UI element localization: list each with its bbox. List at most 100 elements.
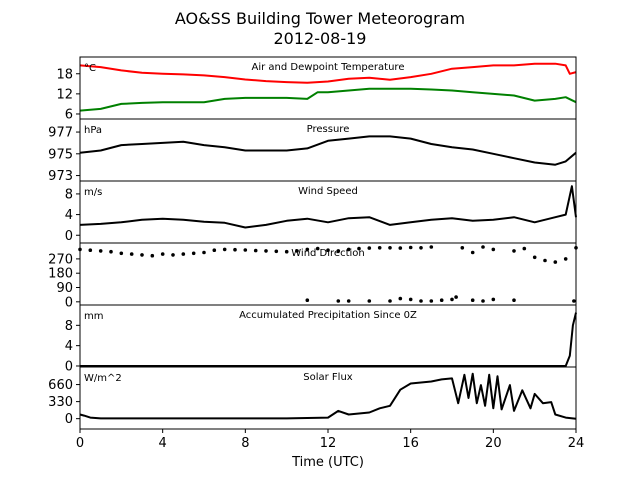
panel-1: 973 975 977 hPa Pressure — [48, 118, 577, 184]
panel-unit-label: hPa — [84, 125, 102, 136]
wind-direction-point — [429, 299, 434, 303]
wind-direction-point — [408, 297, 413, 302]
wind-direction-point — [481, 245, 485, 249]
y-tick-label: 0 — [65, 412, 73, 427]
y-tick-label: 0 — [65, 229, 73, 244]
wind-direction-point — [512, 298, 516, 303]
wind-direction-point — [439, 298, 444, 303]
panel-unit-label: mm — [84, 311, 103, 322]
x-tick-label: 24 — [568, 436, 585, 451]
wind-direction-point — [253, 248, 258, 253]
y-tick-label: 973 — [48, 169, 73, 184]
panel-0-series-line-0 — [79, 62, 577, 84]
y-tick-label: 8 — [65, 319, 73, 334]
wind-direction-point — [202, 250, 206, 255]
wind-direction-point — [572, 299, 576, 303]
wind-direction-point — [140, 253, 144, 257]
panel-unit-label: W/m^2 — [84, 373, 122, 384]
x-axis-label: Time (UTC) — [291, 455, 364, 470]
panel-4: 0 4 8 mm Accumulated Precipitation Since 0Z — [65, 304, 577, 374]
wind-direction-point — [408, 245, 413, 250]
x-tick-label: 12 — [320, 436, 337, 451]
y-tick-label: 330 — [48, 395, 73, 410]
wind-direction-point — [388, 246, 392, 250]
wind-direction-point — [512, 249, 516, 253]
panel-unit-label: m/s — [84, 187, 102, 198]
wind-direction-point — [191, 251, 196, 256]
wind-direction-point — [305, 298, 310, 303]
panel-4-series-line-0 — [80, 312, 577, 367]
wind-direction-point — [171, 253, 175, 257]
wind-direction-point — [305, 247, 310, 252]
wind-direction-point — [367, 299, 372, 303]
panel-0: 6 12 18 °C Air and Dewpoint Temperature — [56, 56, 577, 122]
y-tick-label: 270 — [48, 252, 73, 267]
wind-direction-point — [522, 246, 527, 251]
panel-0-series-line-1 — [79, 87, 577, 112]
wind-direction-point — [326, 248, 330, 252]
wind-direction-point — [470, 298, 475, 303]
wind-direction-point — [243, 248, 248, 252]
wind-direction-point — [295, 249, 299, 253]
y-tick-label: 180 — [48, 267, 73, 282]
panel-title: Pressure — [307, 124, 350, 135]
wind-direction-point — [450, 297, 454, 302]
y-tick-label: 6 — [65, 107, 73, 122]
chart-subtitle: 2012-08-19 — [274, 29, 367, 48]
x-tick-label: 4 — [159, 436, 167, 451]
y-tick-label: 90 — [56, 281, 73, 296]
wind-direction-point — [346, 299, 351, 303]
y-tick-label: 977 — [48, 126, 73, 141]
wind-direction-point — [129, 252, 134, 256]
x-tick-label: 20 — [485, 436, 502, 451]
wind-direction-point — [98, 249, 103, 253]
wind-direction-point — [284, 249, 289, 254]
y-tick-label: 660 — [48, 378, 73, 393]
panel-1-series-line-0 — [79, 135, 577, 166]
y-tick-label: 8 — [65, 187, 73, 202]
wind-direction-point — [454, 295, 458, 299]
x-axis: 0 4 8 12 16 20 24 — [76, 436, 584, 451]
y-tick-label: 12 — [56, 87, 73, 102]
y-tick-label: 0 — [65, 295, 73, 310]
y-tick-label: 4 — [65, 339, 73, 354]
x-tick-label: 8 — [241, 436, 249, 451]
panel-unit-label: °C — [84, 63, 96, 74]
y-tick-label: 4 — [65, 208, 73, 223]
panel-title: Air and Dewpoint Temperature — [252, 62, 405, 73]
wind-direction-point — [419, 246, 423, 250]
chart-title: AO&SS Building Tower Meteorogram — [175, 9, 465, 28]
panel-2-series-line-0 — [79, 185, 577, 229]
wind-direction-point — [377, 246, 382, 250]
wind-direction-point — [264, 249, 268, 253]
wind-direction-point — [315, 246, 320, 251]
wind-direction-point — [398, 296, 403, 301]
wind-direction-point — [388, 299, 392, 303]
wind-direction-point — [367, 246, 372, 250]
panel-title: Wind Direction — [291, 248, 365, 259]
y-tick-label: 975 — [48, 147, 73, 162]
wind-direction-point — [543, 258, 547, 263]
wind-direction-point — [429, 245, 434, 249]
wind-direction-point — [181, 252, 186, 256]
wind-direction-point — [563, 257, 568, 261]
wind-direction-point — [233, 247, 237, 252]
wind-direction-point — [470, 250, 475, 255]
wind-direction-point — [553, 260, 558, 264]
wind-direction-point — [357, 246, 361, 251]
wind-direction-point — [419, 299, 423, 303]
wind-direction-point — [491, 247, 496, 252]
x-tick-label: 0 — [76, 436, 84, 451]
wind-direction-point — [119, 251, 124, 256]
wind-direction-point — [336, 299, 341, 303]
wind-direction-point — [460, 246, 465, 250]
panel-5: 0 330 660 W/m^2 Solar Flux — [48, 366, 577, 433]
wind-direction-point — [346, 247, 351, 252]
wind-direction-point — [109, 249, 113, 254]
wind-direction-point — [532, 255, 537, 260]
wind-direction-point — [336, 249, 341, 253]
wind-direction-point — [274, 249, 279, 254]
wind-direction-point — [491, 297, 496, 302]
wind-direction-point — [481, 299, 485, 303]
